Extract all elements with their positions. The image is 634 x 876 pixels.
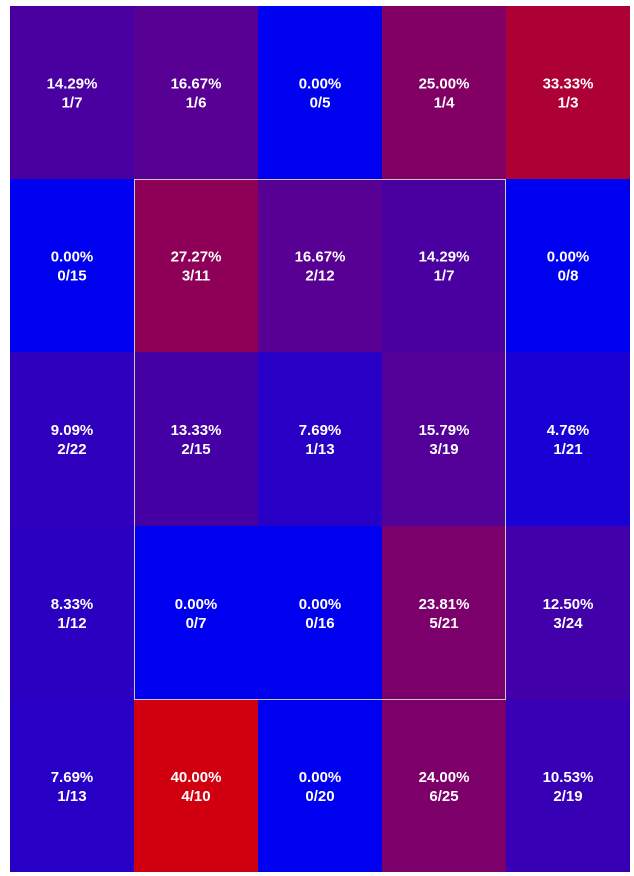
cell-percent-label-r3-c3: 7.69% — [299, 422, 342, 439]
heatmap-cell-r2-c3 — [258, 179, 382, 352]
heatmap-cell-r2-c1 — [10, 179, 134, 352]
heatmap-cell-r4-c4 — [382, 526, 506, 700]
cell-percent-label-r5-c4: 24.00% — [419, 769, 470, 786]
labels-layer: 14.29% 1/7 16.67% 1/6 0.00% 0/5 25.00% 1/4 33.33… — [47, 76, 594, 806]
cell-ratio-label-r3-c2: 2/15 — [181, 441, 210, 458]
strike-zone-outline — [134, 179, 506, 700]
cell-percent-label-r4-c2: 0.00% — [175, 596, 218, 613]
cell-percent-label-r3-c1: 9.09% — [51, 422, 94, 439]
heatmap-cell-r1-c1 — [10, 6, 134, 179]
heatmap-cell-r2-c5 — [506, 179, 630, 352]
heatmap-cell-r5-c3 — [258, 700, 382, 872]
cell-ratio-label-r2-c5: 0/8 — [558, 268, 579, 285]
cell-ratio-label-r4-c1: 1/12 — [57, 615, 86, 632]
cell-ratio-label-r1-c1: 1/7 — [62, 95, 83, 112]
heatmap-cell-r3-c1 — [10, 352, 134, 526]
cell-ratio-label-r5-c1: 1/13 — [57, 788, 86, 805]
heatmap-cell-r5-c4 — [382, 700, 506, 872]
cell-percent-label-r2-c3: 16.67% — [295, 249, 346, 266]
cell-ratio-label-r4-c2: 0/7 — [186, 615, 207, 632]
cell-percent-label-r2-c4: 14.29% — [419, 249, 470, 266]
heatmap-cell-r1-c2 — [134, 6, 258, 179]
cell-percent-label-r2-c5: 0.00% — [547, 249, 590, 266]
cell-ratio-label-r5-c2: 4/10 — [181, 788, 210, 805]
heatmap-cell-r4-c3 — [258, 526, 382, 700]
heatmap-cell-r1-c5 — [506, 6, 630, 179]
cell-percent-label-r4-c5: 12.50% — [543, 596, 594, 613]
cell-ratio-label-r2-c1: 0/15 — [57, 268, 86, 285]
cell-percent-label-r5-c3: 0.00% — [299, 769, 342, 786]
cell-ratio-label-r1-c2: 1/6 — [186, 95, 207, 112]
cell-ratio-label-r3-c5: 1/21 — [553, 441, 582, 458]
heatmap-cell-r1-c3 — [258, 6, 382, 179]
cell-percent-label-r2-c1: 0.00% — [51, 249, 94, 266]
cell-percent-label-r3-c4: 15.79% — [419, 422, 470, 439]
cell-ratio-label-r5-c3: 0/20 — [305, 788, 334, 805]
cell-ratio-label-r4-c5: 3/24 — [553, 615, 583, 632]
cell-percent-label-r1-c1: 14.29% — [47, 76, 98, 93]
cell-ratio-label-r5-c5: 2/19 — [553, 788, 582, 805]
cell-percent-label-r1-c4: 25.00% — [419, 76, 470, 93]
cell-ratio-label-r3-c4: 3/19 — [429, 441, 458, 458]
heatmap-cell-r2-c2 — [134, 179, 258, 352]
cell-ratio-label-r1-c5: 1/3 — [558, 95, 579, 112]
heatmap-cell-r5-c5 — [506, 700, 630, 872]
heatmap-cell-r5-c2 — [134, 700, 258, 872]
heatmap-cell-r3-c4 — [382, 352, 506, 526]
cell-percent-label-r2-c2: 27.27% — [171, 249, 222, 266]
cell-ratio-label-r1-c4: 1/4 — [434, 95, 456, 112]
heatmap-cell-r5-c1 — [10, 700, 134, 872]
cell-ratio-label-r2-c2: 3/11 — [182, 268, 210, 285]
cell-ratio-label-r3-c3: 1/13 — [305, 441, 334, 458]
cell-ratio-label-r4-c4: 5/21 — [429, 615, 458, 632]
cell-percent-label-r4-c3: 0.00% — [299, 596, 342, 613]
cell-percent-label-r3-c5: 4.76% — [547, 422, 590, 439]
strike-zone-layer — [134, 179, 506, 700]
cell-percent-label-r4-c1: 8.33% — [51, 596, 94, 613]
heatmap-cell-r2-c4 — [382, 179, 506, 352]
cell-percent-label-r5-c5: 10.53% — [543, 769, 594, 786]
cell-percent-label-r5-c2: 40.00% — [171, 769, 222, 786]
cell-ratio-label-r1-c3: 0/5 — [310, 95, 331, 112]
cell-percent-label-r1-c5: 33.33% — [543, 76, 594, 93]
cell-ratio-label-r4-c3: 0/16 — [305, 615, 334, 632]
cell-ratio-label-r5-c4: 6/25 — [429, 788, 458, 805]
heatmap-cell-r4-c5 — [506, 526, 630, 700]
heatmap-cell-r3-c3 — [258, 352, 382, 526]
heatmap-cell-r3-c5 — [506, 352, 630, 526]
cell-ratio-label-r2-c3: 2/12 — [305, 268, 334, 285]
heatmap-cell-r3-c2 — [134, 352, 258, 526]
cells-layer — [10, 6, 630, 872]
cell-percent-label-r4-c4: 23.81% — [419, 596, 470, 613]
heatmap-cell-r4-c2 — [134, 526, 258, 700]
cell-ratio-label-r3-c1: 2/22 — [57, 441, 86, 458]
cell-percent-label-r5-c1: 7.69% — [51, 769, 94, 786]
cell-percent-label-r1-c2: 16.67% — [171, 76, 222, 93]
heatmap-cell-r1-c4 — [382, 6, 506, 179]
cell-ratio-label-r2-c4: 1/7 — [434, 268, 455, 285]
cell-percent-label-r1-c3: 0.00% — [299, 76, 342, 93]
heatmap-cell-r4-c1 — [10, 526, 134, 700]
cell-percent-label-r3-c2: 13.33% — [171, 422, 222, 439]
